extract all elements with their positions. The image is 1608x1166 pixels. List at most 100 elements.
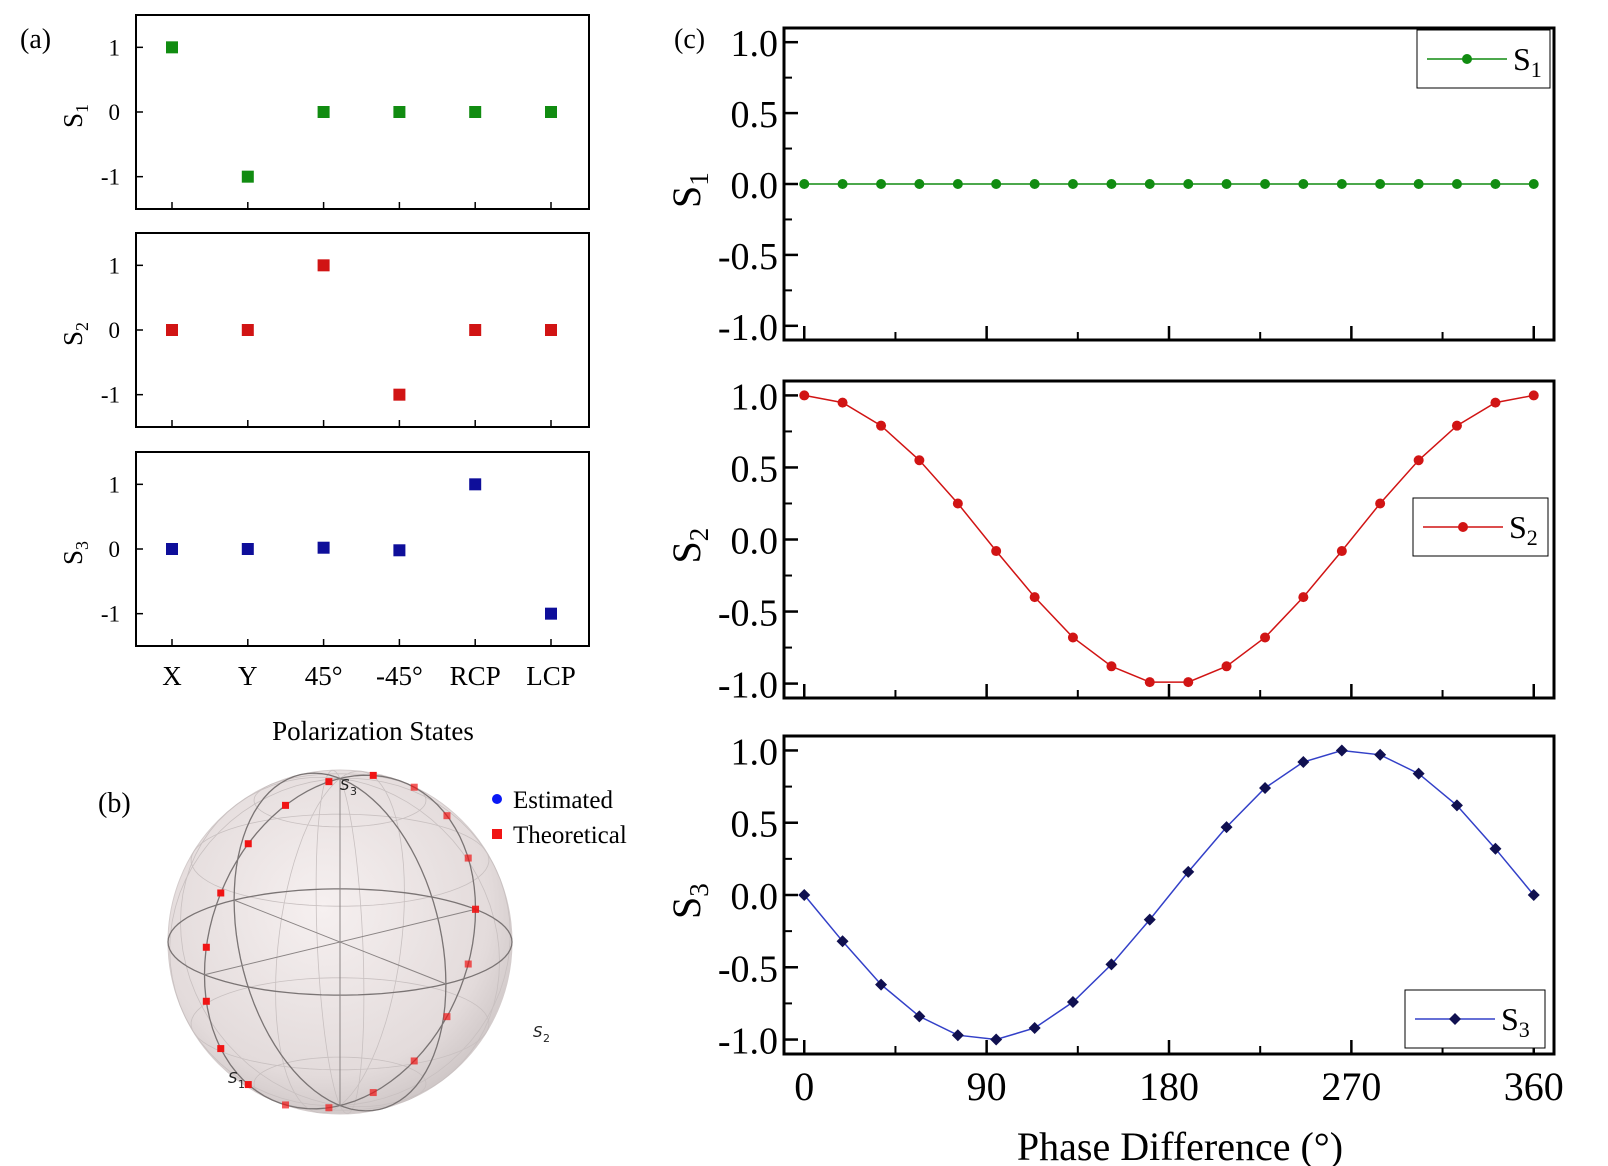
- panel-c-point-s3: [1489, 842, 1502, 855]
- panel-c-xtick-label: 0: [794, 1064, 814, 1109]
- panel-c-ytick-label: -1.0: [718, 307, 778, 349]
- panel-c-point-s1: [1183, 179, 1194, 189]
- panel-a-point: [166, 543, 178, 555]
- panel-c-point-s3: [1259, 782, 1272, 795]
- panel-label-a: (a): [20, 24, 51, 55]
- panel-c-point-s1: [1260, 179, 1271, 189]
- panel-c-point-s1: [1413, 179, 1424, 189]
- panel-c-point-s1: [1067, 179, 1078, 189]
- panel-c-point-s2: [914, 455, 925, 466]
- panel-c-point-s2: [1490, 397, 1501, 408]
- sphere-theoretical-point: [325, 1104, 333, 1112]
- panel-a-point: [545, 607, 557, 620]
- panel-c-point-s2: [1221, 661, 1232, 672]
- sphere-theoretical-point: [369, 771, 377, 779]
- panel-c-point-s1: [914, 179, 925, 189]
- panel-a-ytick-label: -1: [101, 602, 120, 627]
- panel-a-scatter: -1 0 1 S1 -1 0 1 S2 -1 0 1 S3 X Y 45° -45° RCP LCP: [58, 14, 590, 691]
- panel-label-c: (c): [674, 24, 705, 55]
- panel-a-point: [241, 170, 254, 183]
- panel-c-legend-label: S3: [1501, 1001, 1530, 1042]
- panel-a-point: [166, 324, 178, 336]
- panel-c-ytick-label: 1.0: [731, 23, 779, 65]
- panel-c-point-s1: [799, 179, 810, 189]
- panel-c-point-s2: [1106, 661, 1117, 672]
- panel-c-ytick-label: 0.0: [731, 521, 779, 563]
- sphere-theoretical-point: [325, 778, 333, 786]
- sphere-axis-s1-sub: 1: [238, 1078, 245, 1091]
- panel-b-legend: Estimated Theoretical: [492, 787, 627, 849]
- panel-c-point-s2: [1375, 498, 1386, 509]
- panel-c-point-s3: [1412, 767, 1425, 780]
- sphere-axis-label-s3: S 3: [340, 776, 357, 798]
- panel-c-point-s2: [952, 498, 963, 509]
- sphere-axis-s2-main: S: [533, 1023, 543, 1041]
- panel-a-category-label: RCP: [450, 661, 501, 691]
- panel-c-ytick-label: -1.0: [718, 1021, 778, 1063]
- panel-c-point-s1: [1298, 179, 1309, 189]
- panel-a-ytick-label: -1: [101, 165, 120, 190]
- sphere-axis-label-s1: S 1: [228, 1069, 245, 1091]
- panel-c-point-s1: [1106, 179, 1117, 189]
- panel-c-point-s2: [1336, 546, 1347, 557]
- panel-c-ytick-label: -1.0: [718, 665, 778, 707]
- panel-c-point-s3: [836, 935, 849, 948]
- panel-a-category-label: Y: [238, 661, 258, 691]
- panel-c-line-charts: -1.0 -0.5 0.0 0.5 1.0 S1 S1 -1.0 -0.5 0.0 0.5 1.0 S2…: [664, 23, 1564, 1109]
- panel-c-point-s2: [1144, 677, 1155, 688]
- panel-c-point-s1: [952, 179, 963, 189]
- panel-a-point: [545, 106, 557, 118]
- panel-c-ytick-label: 1.0: [731, 731, 779, 773]
- panel-c-xtick-label: 180: [1139, 1064, 1199, 1109]
- panel-c-point-s2: [991, 546, 1002, 557]
- panel-c-point-s1: [1336, 179, 1347, 189]
- panel-a-point: [393, 544, 406, 557]
- panel-c-ytick-label: 1.0: [731, 376, 779, 418]
- panel-a-point: [241, 324, 254, 336]
- panel-c-point-s3: [1105, 958, 1118, 971]
- panel-a-ytick-label: 0: [109, 100, 121, 125]
- panel-a-point: [317, 106, 330, 118]
- legend-estimated-marker: [492, 794, 502, 804]
- panel-c-point-s2: [1183, 677, 1194, 688]
- panel-c-point-s2: [1413, 455, 1424, 466]
- panel-c-ytick-label: 0.5: [731, 448, 779, 490]
- panel-c-point-s2: [876, 420, 887, 431]
- sphere-theoretical-point: [369, 1089, 377, 1097]
- panel-c-point-s2: [1451, 420, 1462, 431]
- sphere-theoretical-point: [464, 960, 472, 968]
- panel-a-point: [545, 324, 557, 336]
- panel-c-series-line-s2: [804, 394, 1534, 683]
- panel-c-legend-label: S1: [1513, 41, 1542, 82]
- panel-c-point-s2: [1029, 592, 1040, 603]
- panel-c-point-s1: [1451, 179, 1462, 189]
- sphere-theoretical-point: [443, 1013, 451, 1021]
- sphere-theoretical-point: [282, 801, 290, 809]
- panel-a-ytick-label: 1: [109, 472, 121, 497]
- panel-c-point-s2: [1298, 592, 1309, 603]
- legend-estimated-label: Estimated: [513, 787, 613, 814]
- panel-c-ytick-label: 0.5: [731, 94, 779, 136]
- panel-c-ylabel-1: S1: [664, 172, 714, 208]
- legend-theoretical-marker: [492, 829, 502, 839]
- sphere-theoretical-point: [244, 840, 252, 848]
- panel-c-point-s3: [1297, 756, 1310, 769]
- sphere-theoretical-point: [217, 889, 225, 897]
- sphere-axis-label-s2: S 2: [533, 1023, 550, 1045]
- panel-a-ytick-label: 0: [109, 318, 121, 343]
- panel-c-point-s2: [1528, 390, 1539, 401]
- panel-c-legend-marker: [1462, 54, 1472, 64]
- panel-b-poincare-sphere: [167, 769, 513, 1115]
- panel-c-point-s2: [1067, 632, 1078, 643]
- panel-c-series-line-s3: [803, 749, 1535, 1041]
- sphere-theoretical-point: [282, 1101, 290, 1109]
- panel-label-b: (b): [98, 788, 131, 819]
- panel-c-point-s1: [1144, 179, 1155, 189]
- panel-a-category-label: LCP: [526, 661, 576, 691]
- sphere-axis-s3-sub: 3: [350, 785, 357, 798]
- panel-c-xtick-label: 360: [1504, 1064, 1564, 1109]
- panel-c-point-s1: [1490, 179, 1501, 189]
- panel-c-point-s3: [798, 889, 811, 901]
- panel-a-ylabel-3: S3: [58, 541, 92, 565]
- panel-c-legend-marker: [1449, 1013, 1461, 1025]
